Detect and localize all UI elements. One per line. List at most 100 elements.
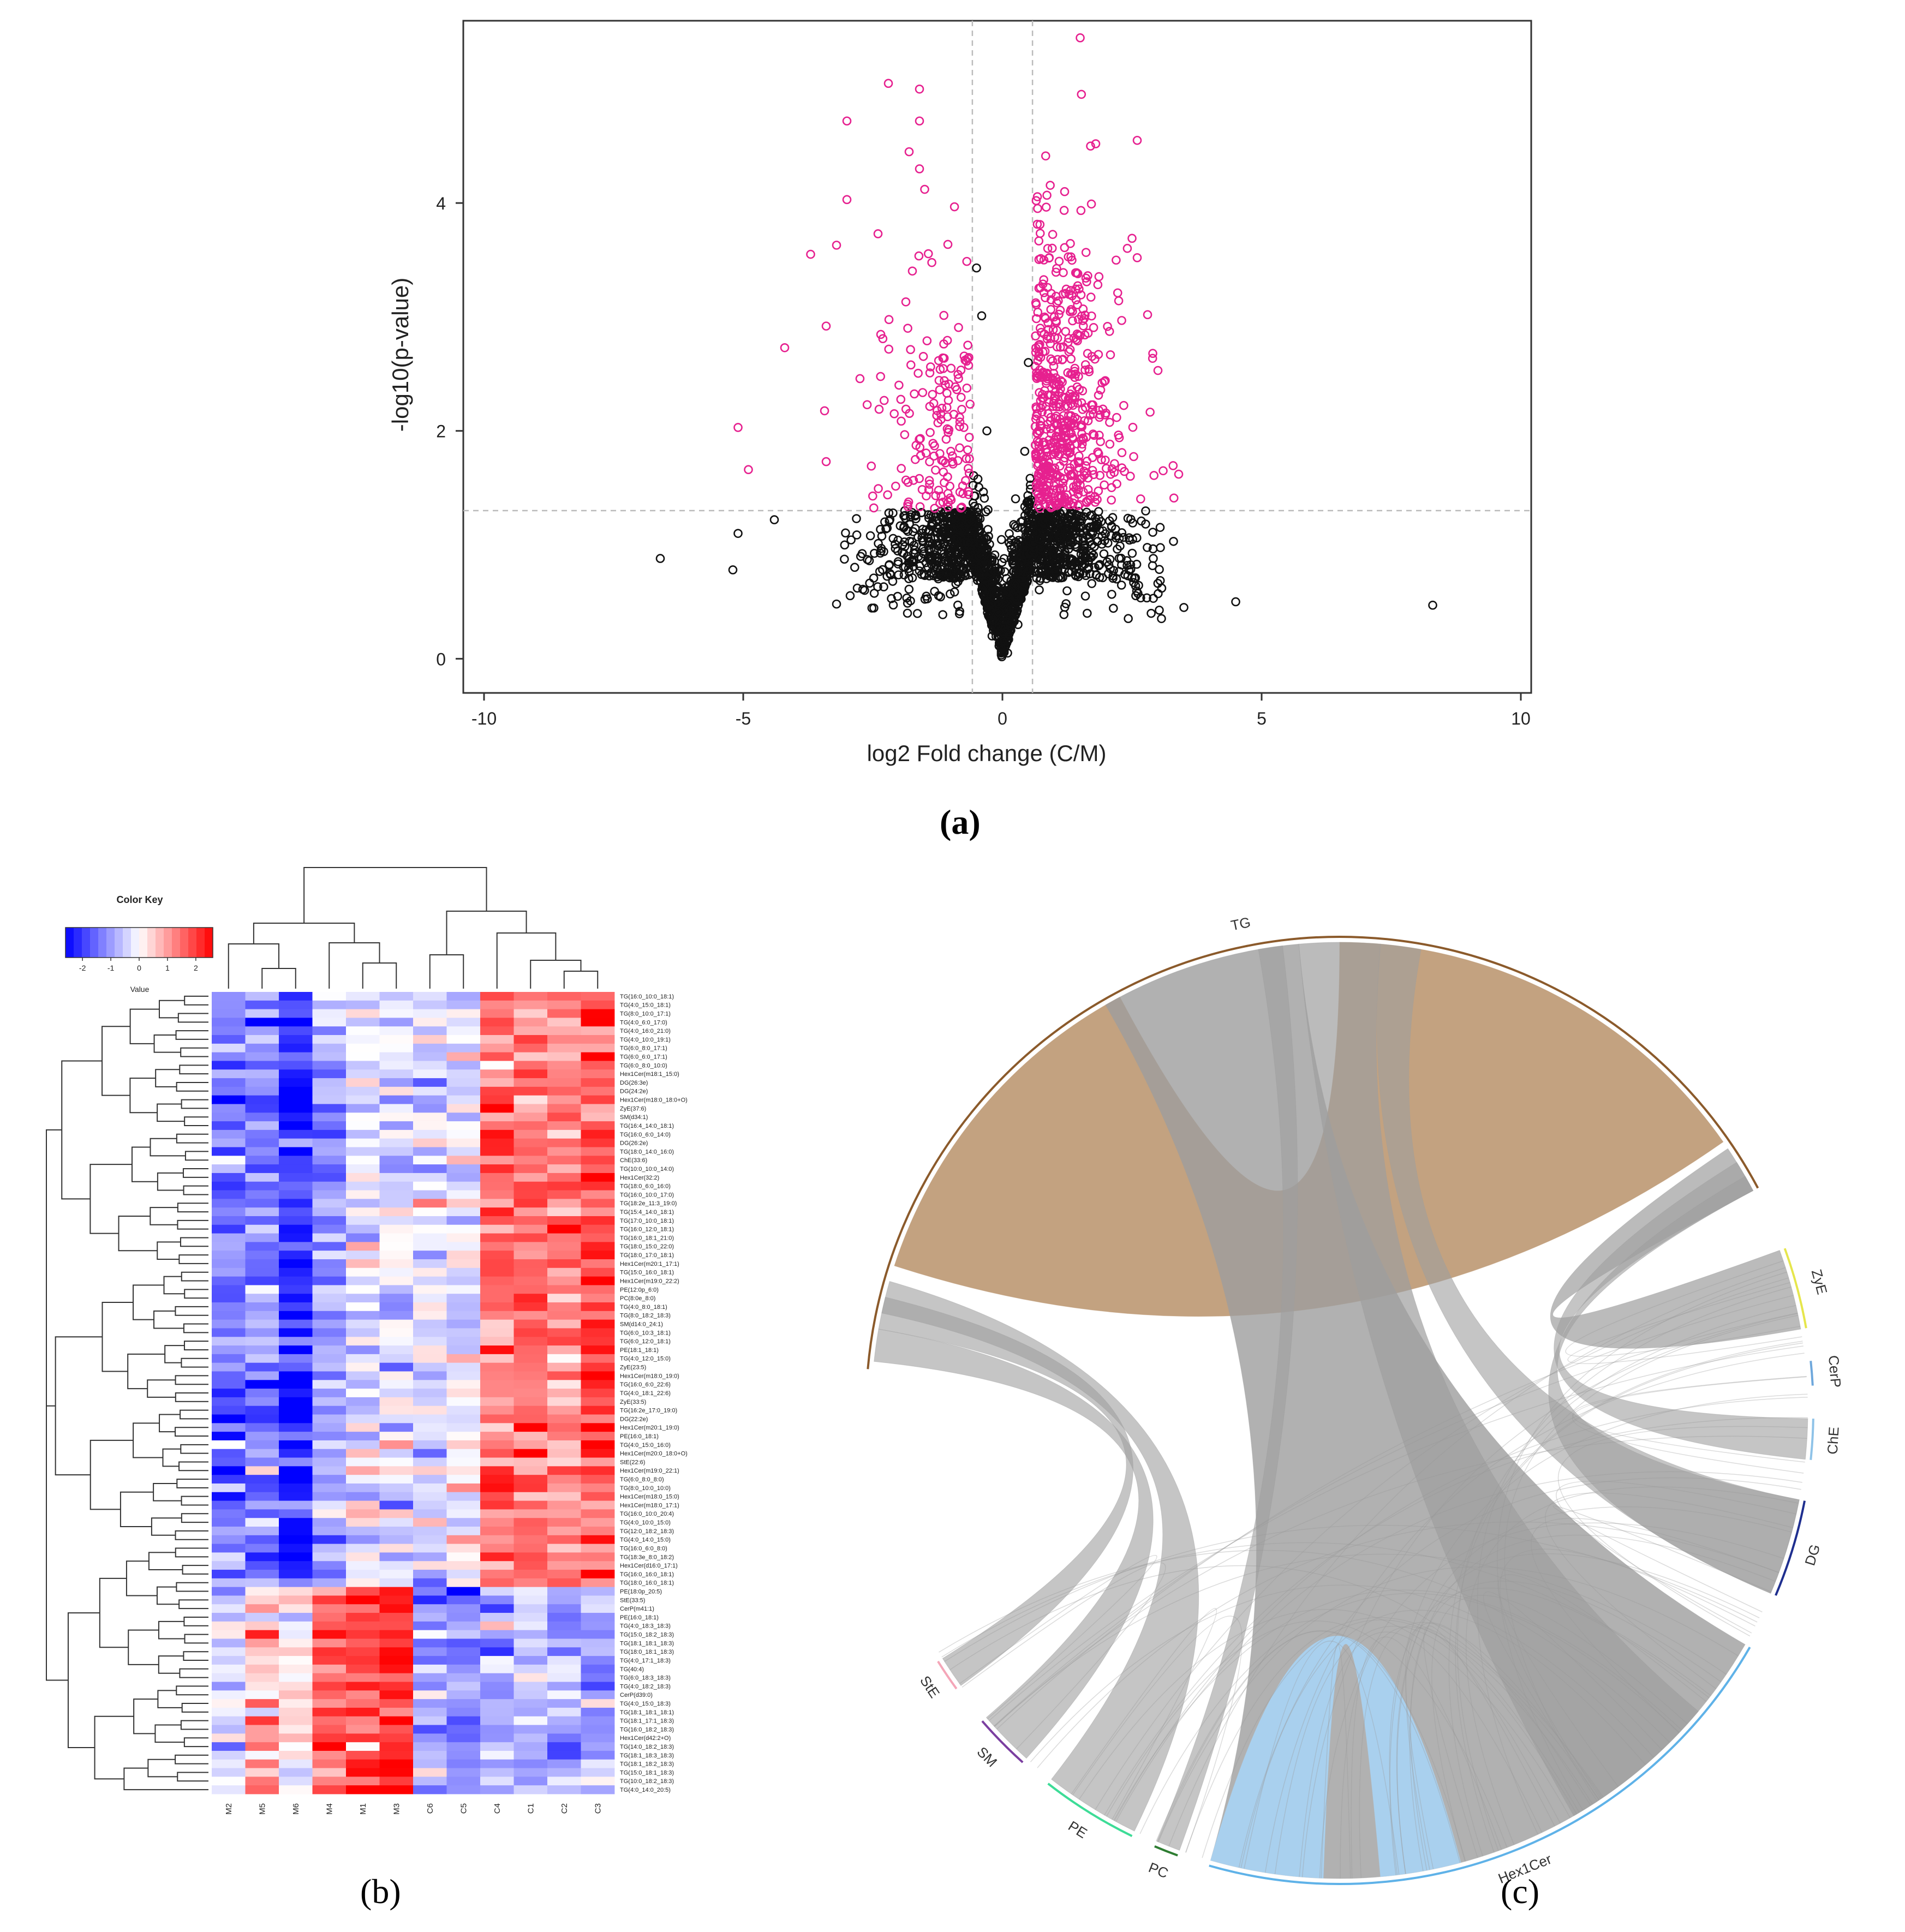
heatmap-column-label: C2 [560, 1803, 569, 1814]
nonsignificant-point [891, 543, 900, 553]
heatmap-cell [581, 1035, 615, 1044]
heatmap-cell [547, 1164, 581, 1174]
heatmap-cell [446, 1535, 481, 1545]
heatmap-cell [413, 1199, 447, 1208]
heatmap-cell [245, 992, 279, 1001]
heatmap-cell [581, 1440, 615, 1450]
nonsignificant-point [970, 522, 980, 531]
significant-point [1044, 253, 1054, 263]
heatmap-cell [513, 1224, 548, 1234]
heatmap-cell [480, 1233, 514, 1242]
heatmap-cell [346, 1552, 380, 1562]
heatmap-cell [513, 1518, 548, 1527]
nonsignificant-point [1149, 554, 1158, 563]
heatmap-cell [446, 1104, 481, 1113]
heatmap-cell [581, 1009, 615, 1018]
nonsignificant-point [923, 533, 932, 542]
heatmap-cell [245, 1716, 279, 1725]
chord-thin-link [1572, 1375, 1807, 1463]
heatmap-cell [245, 1638, 279, 1648]
heatmap-cell [346, 1621, 380, 1631]
chord-thin-link [1321, 1644, 1351, 1879]
heatmap-cell [446, 1638, 481, 1648]
dendrogram-branch [184, 1634, 208, 1644]
heatmap-cell [346, 1380, 380, 1389]
heatmap-cell [480, 1492, 514, 1501]
heatmap-cell [581, 1397, 615, 1407]
chord-ribbon [874, 1329, 1154, 1759]
heatmap-cell [446, 1742, 481, 1751]
significant-point [1054, 296, 1063, 306]
significant-point [1055, 343, 1065, 352]
heatmap-cell [547, 1750, 581, 1760]
color-key-swatch [74, 928, 82, 958]
heatmap-cell [480, 1759, 514, 1768]
heatmap-cell [480, 1251, 514, 1260]
heatmap-cell [346, 1043, 380, 1053]
heatmap-cell [212, 1009, 246, 1018]
heatmap-cell [279, 1285, 313, 1294]
heatmap-cell [446, 1759, 481, 1768]
nonsignificant-point [1114, 553, 1124, 563]
heatmap-cell [379, 1337, 414, 1346]
heatmap-cell [513, 1440, 548, 1450]
heatmap-cell [346, 1121, 380, 1131]
heatmap-cell [547, 1656, 581, 1665]
heatmap-cell [413, 1466, 447, 1475]
heatmap-cell [446, 1707, 481, 1717]
heatmap-cell [480, 1035, 514, 1044]
heatmap-cell [446, 1009, 481, 1018]
heatmap-cell [245, 1742, 279, 1751]
heatmap-cell [379, 1199, 414, 1208]
significant-point [1071, 295, 1081, 304]
significant-point [1063, 338, 1073, 347]
heatmap-cell [446, 1500, 481, 1510]
heatmap-row-label: TG(16:0_6:0_14:0) [620, 1132, 671, 1138]
heatmap-cell [480, 1647, 514, 1656]
heatmap-cell [279, 1319, 313, 1329]
heatmap-cell [446, 1095, 481, 1104]
heatmap-cell [513, 1078, 548, 1087]
nonsignificant-point [1107, 589, 1116, 599]
significant-point [1058, 425, 1068, 434]
chord-thin-link [1264, 1353, 1805, 1873]
chord-thin-link [1240, 1610, 1646, 1868]
heatmap-cell [346, 1423, 380, 1432]
heatmap-cell [446, 1035, 481, 1044]
significant-point [820, 406, 829, 416]
significant-point [944, 425, 954, 435]
heatmap-cell [346, 1345, 380, 1355]
nonsignificant-point [1025, 474, 1035, 483]
nonsignificant-point [1060, 523, 1070, 533]
heatmap-cell [513, 1777, 548, 1786]
heatmap-cell [379, 1018, 414, 1027]
nonsignificant-point [1024, 515, 1034, 524]
significant-point [965, 399, 975, 409]
nonsignificant-point [1095, 572, 1104, 582]
significant-point [939, 310, 948, 320]
heatmap-cell [379, 1354, 414, 1363]
heatmap-cell [513, 1759, 548, 1768]
significant-point [918, 388, 928, 397]
heatmap-cell [346, 1414, 380, 1423]
dendrogram-branch [159, 1414, 181, 1433]
heatmap-cell [547, 1061, 581, 1070]
heatmap-cell [245, 1009, 279, 1018]
heatmap-cell [413, 1095, 447, 1104]
nonsignificant-point [997, 558, 1007, 567]
chord-thin-link [1202, 1619, 1593, 1858]
heatmap-cell [547, 1026, 581, 1036]
heatmap-cell [279, 1345, 313, 1355]
heatmap-cell [513, 1707, 548, 1717]
heatmap-row-label: DG(24:2e) [620, 1088, 648, 1095]
heatmap-cell [513, 1302, 548, 1312]
chord-thin-link [1448, 1341, 1803, 1857]
heatmap-cell [547, 1242, 581, 1251]
heatmap-cell [480, 1362, 514, 1372]
significant-point [1054, 380, 1064, 390]
significant-point [1073, 501, 1083, 511]
heatmap-cell [245, 1190, 279, 1199]
chord-thin-link [1244, 1641, 1400, 1875]
significant-point [1073, 457, 1083, 466]
